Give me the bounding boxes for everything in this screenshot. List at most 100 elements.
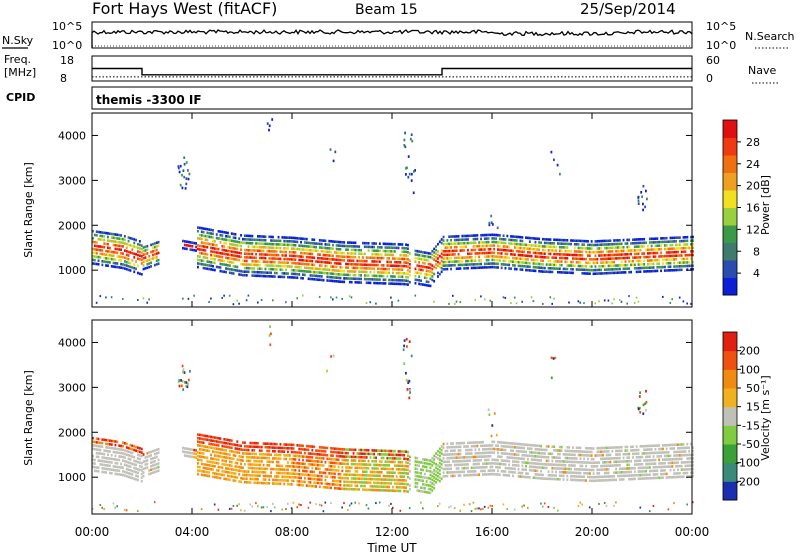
heatmap-cell [277, 264, 280, 268]
heatmap-cell [232, 303, 235, 306]
heatmap-cell [300, 480, 302, 483]
heatmap-cell [103, 463, 106, 467]
heatmap-cell [277, 475, 280, 478]
heatmap-cell [322, 485, 325, 489]
heatmap-cell [225, 470, 227, 474]
heatmap-cell [365, 452, 368, 456]
heatmap-cell [519, 446, 522, 450]
heatmap-cell [369, 470, 372, 474]
heatmap-cell [422, 254, 424, 258]
heatmap-cell [337, 244, 340, 247]
heatmap-cell [296, 276, 299, 280]
heatmap-cell [461, 238, 464, 241]
heatmap-cell [532, 265, 535, 269]
heatmap-cell [362, 477, 364, 481]
heatmap-cell [133, 466, 136, 470]
heatmap-cell [122, 255, 124, 259]
heatmap-cell [228, 267, 231, 271]
heatmap-cell [497, 233, 499, 237]
heatmap-cell [281, 250, 284, 254]
heatmap-cell [208, 242, 211, 246]
heatmap-cell [249, 256, 252, 259]
heatmap-cell [155, 252, 158, 255]
heatmap-cell [407, 454, 409, 457]
heatmap-cell [363, 488, 366, 491]
heatmap-cell [540, 241, 542, 244]
heatmap-cell [343, 487, 346, 491]
heatmap-cell [294, 269, 297, 272]
heatmap-cell [118, 444, 121, 447]
heatmap-cell [225, 234, 227, 238]
heatmap-cell [407, 268, 409, 272]
heatmap-cell [242, 259, 244, 263]
heatmap-cell [97, 448, 100, 452]
heatmap-cell [600, 243, 602, 246]
heatmap-cell [367, 277, 370, 281]
heatmap-cell [510, 470, 512, 474]
heatmap-cell [557, 253, 559, 256]
heatmap-cell [512, 238, 514, 242]
heatmap-cell [377, 452, 379, 456]
heatmap-cell [515, 442, 518, 446]
heatmap-cell [497, 440, 499, 444]
heatmap-cell [607, 253, 610, 257]
heatmap-cell [467, 263, 469, 266]
heatmap-cell [245, 455, 248, 459]
heatmap-cell [453, 470, 456, 474]
heatmap-cell [388, 460, 391, 464]
heatmap-cell [123, 267, 126, 270]
heatmap-cell [266, 253, 269, 256]
heatmap-cell [157, 262, 160, 265]
heatmap-cell [335, 272, 338, 276]
heatmap-cell [450, 471, 452, 474]
heatmap-cell [491, 255, 494, 258]
heatmap-cell [532, 465, 535, 469]
heatmap-cell [107, 467, 109, 471]
heatmap-cell [626, 263, 629, 267]
heatmap-cell [315, 467, 317, 470]
heatmap-cell [272, 242, 274, 246]
heatmap-cell [532, 451, 535, 454]
heatmap-cell [669, 240, 672, 243]
heatmap-cell [418, 279, 421, 282]
heatmap-cell [290, 276, 293, 279]
heatmap-cell [210, 268, 212, 271]
heatmap-cell [142, 257, 145, 260]
heatmap-cell [339, 280, 342, 283]
heatmap-cell [519, 475, 522, 478]
heatmap-cell [617, 253, 619, 256]
heatmap-cell [437, 453, 439, 457]
heatmap-cell [283, 261, 286, 264]
heatmap-cell [375, 263, 377, 267]
heatmap-cell [260, 453, 263, 456]
heatmap-cell [296, 262, 299, 265]
heatmap-cell [408, 507, 411, 510]
heatmap-cell [549, 241, 552, 245]
heatmap-cell [292, 476, 295, 479]
heatmap-cell [459, 301, 462, 304]
heatmap-cell [260, 274, 263, 278]
heatmap-cell [108, 457, 111, 460]
heatmap-cell [332, 475, 334, 479]
heatmap-cell [309, 270, 312, 274]
heatmap-cell [333, 486, 336, 490]
heatmap-cell [605, 271, 608, 275]
heatmap-cell [247, 245, 250, 248]
heatmap-cell [596, 268, 599, 272]
heatmap-cell [690, 250, 692, 253]
heatmap-cell [437, 449, 439, 453]
heatmap-cell [487, 469, 490, 472]
heatmap-cell [474, 455, 477, 459]
heatmap-cell [302, 469, 304, 473]
heatmap-cell [401, 468, 404, 471]
heatmap-cell [639, 263, 642, 266]
heatmap-cell [452, 264, 454, 267]
heatmap-cell [609, 261, 612, 264]
heatmap-cell [288, 443, 291, 446]
heatmap-cell [399, 268, 402, 271]
heatmap-cell [433, 300, 435, 303]
heatmap-cell [277, 235, 280, 239]
heatmap-cell [345, 476, 347, 480]
heatmap-cell [470, 248, 473, 252]
heatmap-cell [470, 455, 473, 459]
